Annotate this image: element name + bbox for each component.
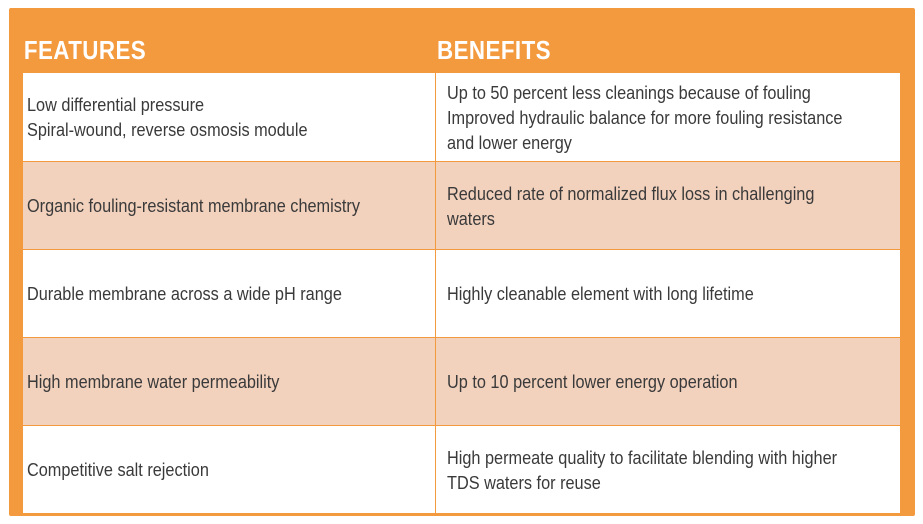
benefit-text: Reduced rate of normalized flux loss in …	[447, 182, 815, 229]
feature-text: High membrane water permeability	[27, 371, 280, 392]
benefit-text: Up to 50 percent less cleanings because …	[447, 81, 843, 153]
table-row: High membrane water permeability Up to 1…	[23, 338, 900, 426]
feature-cell: Durable membrane across a wide pH range	[23, 250, 435, 337]
table-row: Competitive salt rejection High permeate…	[23, 426, 900, 513]
benefit-cell: High permeate quality to facilitate blen…	[436, 426, 900, 513]
benefit-text: Highly cleanable element with long lifet…	[447, 283, 754, 304]
feature-text: Low differential pressure Spiral-wound, …	[27, 94, 308, 140]
benefit-cell: Up to 50 percent less cleanings because …	[436, 73, 900, 161]
feature-text: Durable membrane across a wide pH range	[27, 283, 342, 304]
benefit-text: High permeate quality to facilitate blen…	[447, 446, 838, 493]
features-column-header: FEATURES	[23, 35, 147, 65]
table-row: Durable membrane across a wide pH range …	[23, 250, 900, 338]
table-body: Low differential pressure Spiral-wound, …	[23, 73, 900, 513]
benefit-cell: Highly cleanable element with long lifet…	[436, 250, 900, 337]
feature-text: Competitive salt rejection	[27, 459, 209, 480]
benefit-cell: Up to 10 percent lower energy operation	[436, 338, 900, 425]
features-benefits-table: FEATURES BENEFITS	[23, 28, 900, 73]
feature-cell: High membrane water permeability	[23, 338, 435, 425]
feature-cell: Competitive salt rejection	[23, 426, 435, 513]
benefit-cell: Reduced rate of normalized flux loss in …	[436, 162, 900, 249]
feature-cell: Low differential pressure Spiral-wound, …	[23, 73, 435, 161]
feature-cell: Organic fouling-resistant membrane chemi…	[23, 162, 435, 249]
benefit-text: Up to 10 percent lower energy operation	[447, 371, 738, 392]
table-row: Low differential pressure Spiral-wound, …	[23, 73, 900, 162]
feature-text: Organic fouling-resistant membrane chemi…	[27, 195, 360, 216]
table-row: Organic fouling-resistant membrane chemi…	[23, 162, 900, 250]
table-header-row: FEATURES BENEFITS	[23, 28, 900, 73]
benefits-column-header: BENEFITS	[437, 35, 552, 65]
